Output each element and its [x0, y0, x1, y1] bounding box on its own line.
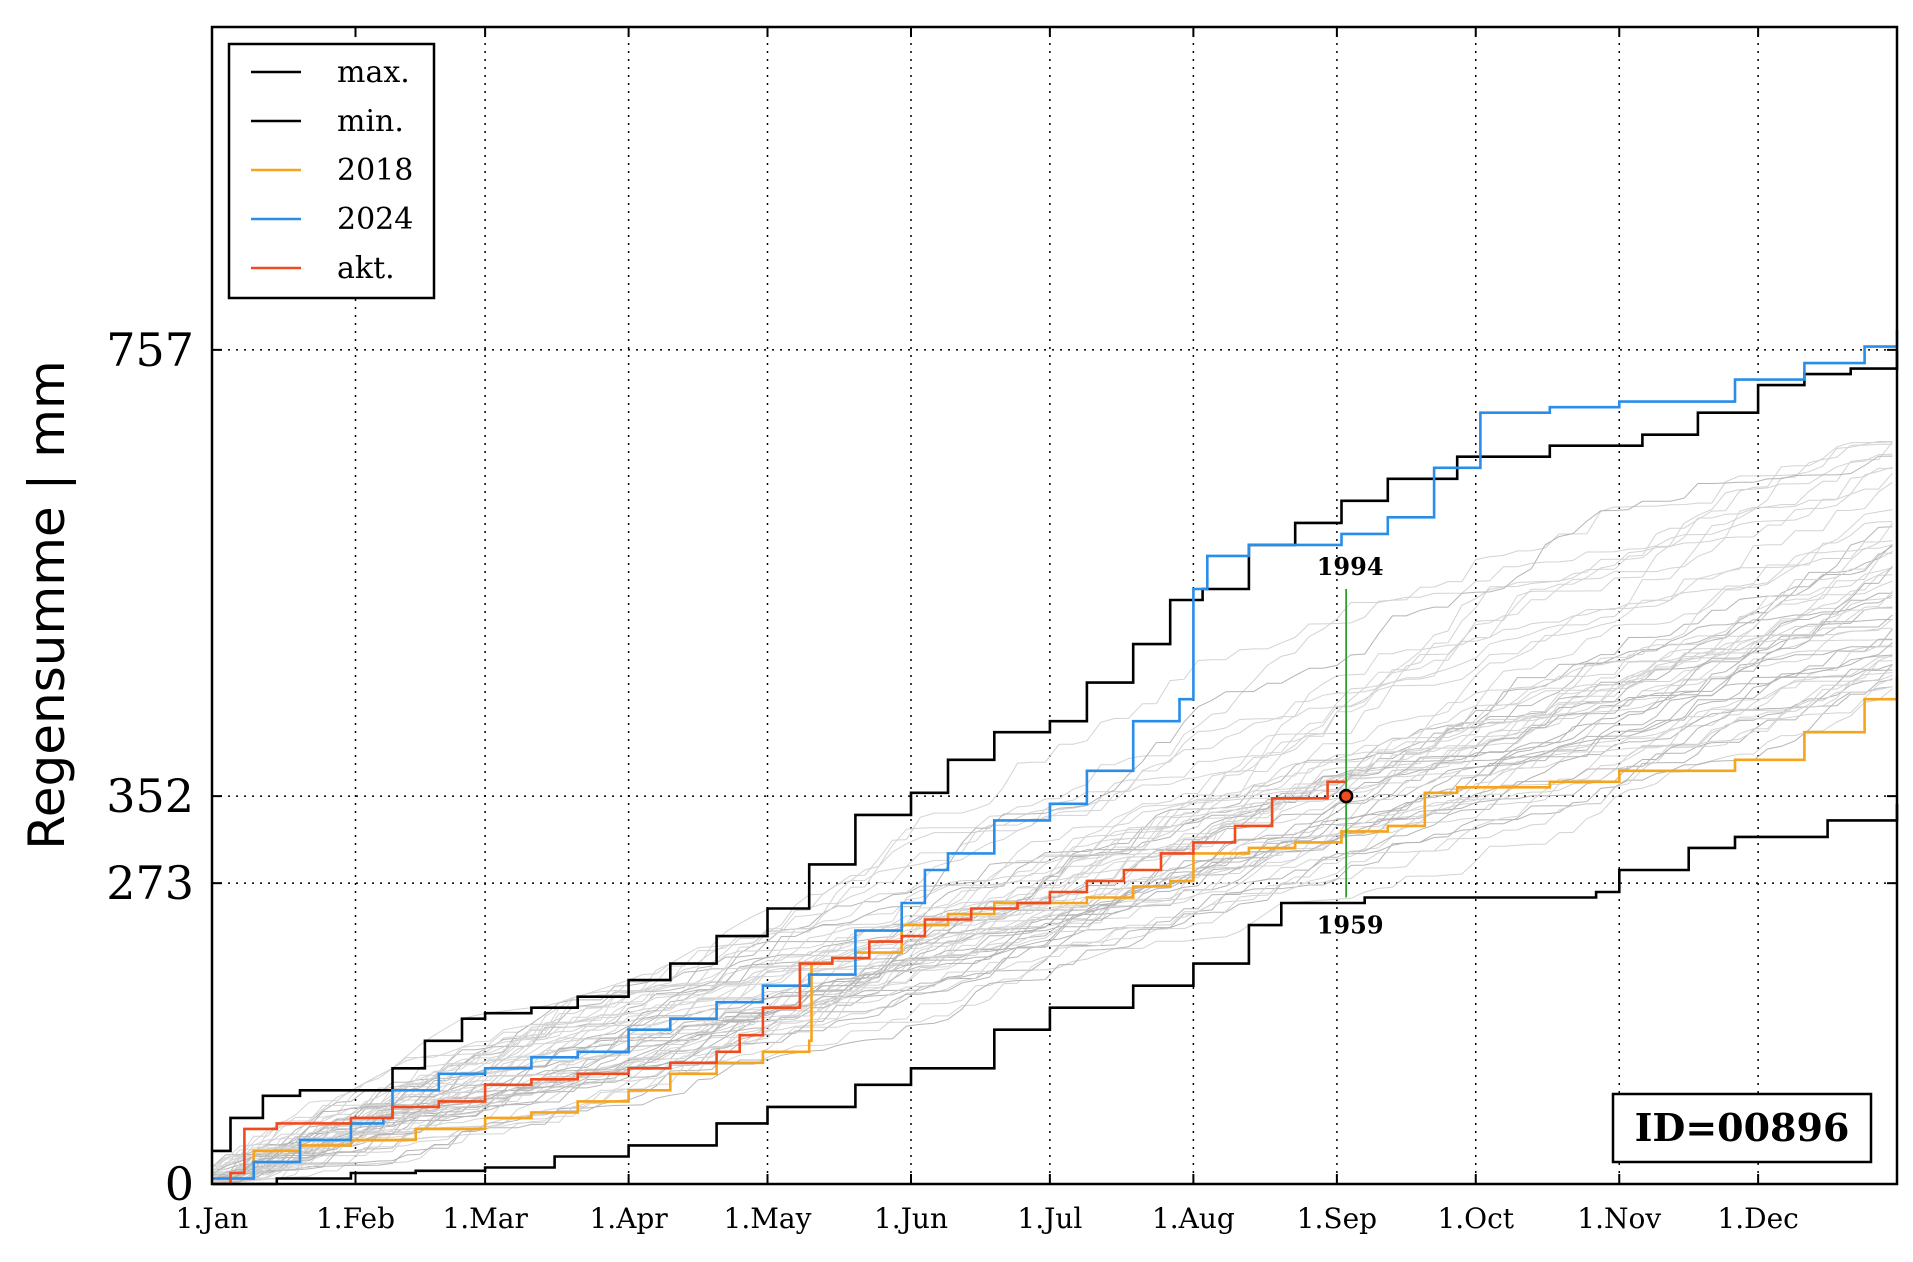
x-tick-label: 1.May	[724, 1202, 812, 1235]
x-tick-label: 1.Feb	[316, 1202, 395, 1235]
historical-year-line	[211, 627, 1893, 1182]
current-value-marker	[1338, 788, 1354, 804]
historical-year-line	[211, 645, 1893, 1185]
series-line-max	[212, 349, 1899, 1153]
x-tick-label: 1.Jan	[176, 1202, 249, 1235]
historical-year-lines	[211, 441, 1893, 1185]
y-tick-label: 352	[106, 769, 194, 823]
min-year-annotation: 1959	[1317, 911, 1384, 940]
historical-year-line	[211, 543, 1893, 1185]
historical-year-line	[211, 545, 1893, 1184]
historical-year-line	[211, 443, 1893, 1167]
historical-year-line	[212, 674, 1893, 1176]
historical-year-line	[211, 567, 1893, 1184]
id-box: ID=00896	[1611, 1092, 1873, 1164]
historical-year-line	[211, 654, 1893, 1168]
series-lines	[212, 330, 1899, 1186]
series-line-2024	[212, 330, 1899, 1180]
historical-year-line	[211, 592, 1893, 1183]
historical-year-line	[211, 654, 1893, 1185]
x-tick-label: 1.Mar	[442, 1202, 528, 1235]
historical-year-line	[212, 453, 1893, 1183]
historical-year-line	[211, 526, 1893, 1184]
id-box-text: ID=00896	[1635, 1105, 1850, 1150]
historical-year-line	[211, 607, 1893, 1185]
x-tick-label: 1.Nov	[1577, 1202, 1661, 1235]
historical-year-line	[211, 466, 1893, 1168]
id-box-frame	[1611, 1092, 1873, 1164]
historical-year-line	[211, 590, 1893, 1185]
historical-year-line	[211, 642, 1893, 1184]
historical-year-line	[211, 565, 1893, 1181]
x-tick-label: 1.Sep	[1297, 1202, 1377, 1235]
x-tick-label: 1.Oct	[1437, 1202, 1514, 1235]
legend-label: min.	[337, 104, 404, 139]
historical-year-line	[211, 669, 1893, 1176]
historical-year-line	[211, 614, 1893, 1185]
historical-year-line	[211, 552, 1893, 1168]
plot-frame	[210, 25, 1899, 1186]
historical-year-line	[211, 646, 1893, 1184]
historical-year-line	[211, 672, 1893, 1185]
x-tick-label: 1.Dec	[1717, 1202, 1798, 1235]
legend-label: 2018	[337, 153, 413, 188]
historical-year-line	[212, 540, 1893, 1173]
x-tick-label: 1.Jul	[1017, 1202, 1082, 1235]
y-axis-title: Regensumme | mm	[18, 360, 76, 849]
series-line-min	[212, 803, 1899, 1186]
legend-label: 2024	[337, 202, 413, 237]
y-tick-label: 273	[106, 856, 194, 910]
historical-year-line	[211, 660, 1893, 1181]
historical-year-line	[211, 441, 1893, 1173]
legend-label: akt.	[337, 251, 395, 286]
max-year-annotation: 1994	[1317, 552, 1384, 581]
legend-label: max.	[337, 55, 410, 90]
legend: max. min. 2018 2024 akt.	[227, 42, 436, 300]
series-line-akt	[212, 780, 1347, 1186]
current-marker: 1994 1959	[1317, 552, 1384, 940]
historical-year-line	[211, 551, 1893, 1185]
historical-year-line	[211, 521, 1893, 1177]
historical-year-line	[211, 544, 1893, 1179]
historical-year-line	[211, 467, 1893, 1177]
x-tick-label: 1.Jun	[874, 1202, 948, 1235]
axis-ticks: 1.Jan 1.Feb 1.Mar 1.Apr 1.May 1.Jun 1.Jul 1.Aug…	[106, 27, 1897, 1235]
x-tick-label: 1.Aug	[1152, 1202, 1235, 1235]
historical-year-line	[211, 594, 1893, 1183]
y-tick-label: 757	[106, 323, 194, 377]
historical-year-line	[211, 656, 1893, 1173]
y-tick-label: 0	[165, 1157, 194, 1211]
historical-year-line	[211, 441, 1893, 1185]
x-tick-label: 1.Apr	[589, 1202, 668, 1235]
